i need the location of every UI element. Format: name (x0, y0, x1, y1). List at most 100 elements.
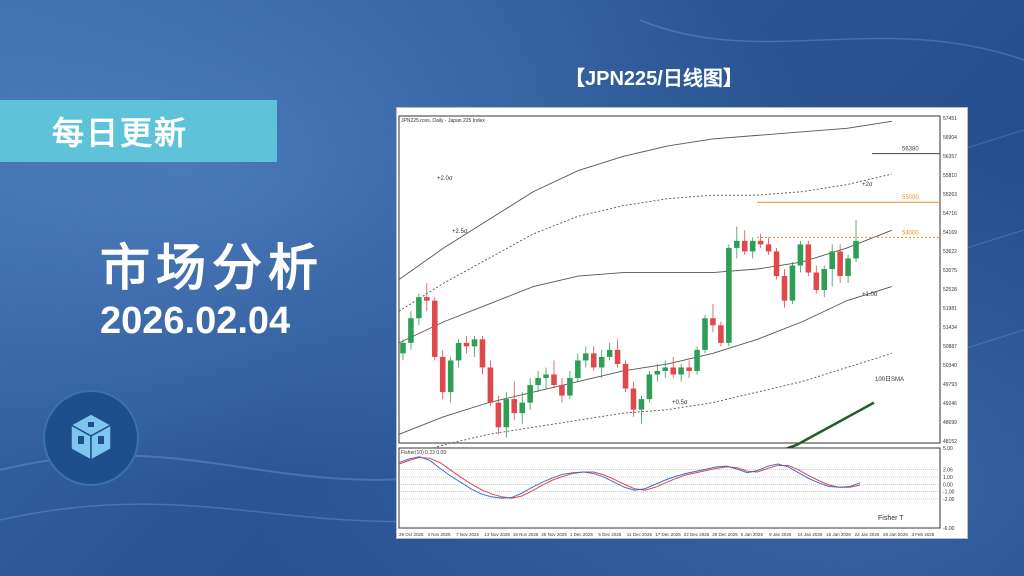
candle-body (598, 356, 605, 368)
candle-body (447, 360, 454, 393)
price-tick-label: 51981 (943, 306, 957, 312)
candle-body (702, 318, 708, 350)
candle-body (559, 385, 565, 396)
date-tick-label: 3 Nov 2025 (427, 532, 451, 537)
candle-body (773, 251, 780, 277)
candle-body (575, 360, 581, 379)
candle-body (527, 385, 533, 403)
price-tick-label: 48152 (943, 439, 957, 445)
price-tick-label: 51434 (943, 325, 957, 331)
date-tick-label: 11 Dec 2025 (627, 532, 653, 537)
candlestick-chart: JPN225.ross, Daily - Japan 225 Index 5745… (398, 115, 957, 537)
candle-body (734, 240, 740, 248)
candle-body (590, 353, 597, 368)
price-tick-label: 54716 (943, 211, 957, 217)
oscillator-tick-label: 0.00 (943, 482, 953, 488)
candle-body (646, 374, 653, 400)
date-tick-label: 22 Dec 2025 (684, 532, 710, 537)
oscillator-tick-label: -6.00 (943, 526, 955, 532)
candle-body (821, 269, 828, 291)
candle-body (471, 339, 478, 347)
candle-body (678, 367, 684, 375)
candle-body (829, 251, 835, 270)
level-label-54000: 54000 (902, 230, 919, 236)
candle-body (789, 265, 796, 301)
candle-body (718, 325, 724, 343)
candle-body (543, 374, 549, 379)
candle-body (686, 367, 692, 371)
price-tick-label: 56357 (943, 154, 957, 160)
date-tick-label: 17 Dec 2025 (655, 532, 681, 537)
candle-body (694, 349, 700, 371)
candle-body (853, 240, 859, 259)
band-annotation: +2.5σ (452, 229, 468, 235)
oscillator-title: Fisher(10) 0.23 0.09 (401, 450, 446, 456)
date-tick-label: 22 Jan 2026 (855, 532, 880, 537)
candle-body (757, 240, 764, 245)
date-tick-label: 14 Jan 2026 (798, 532, 823, 537)
price-tick-label: 52528 (943, 287, 957, 293)
candle-body (638, 399, 645, 410)
band-upper-mid (398, 173, 892, 312)
price-tick-label: 54169 (943, 230, 957, 236)
candle-body (805, 244, 812, 273)
band-annotation: +2σ (862, 182, 873, 188)
band-lower-mid (398, 352, 892, 460)
candle-body (726, 247, 732, 343)
price-tick-label: 50887 (943, 344, 957, 350)
candle-body (535, 378, 541, 386)
price-tick-label: 49793 (943, 382, 957, 388)
band-annotation: +0.5σ (672, 400, 688, 406)
publish-date: 2026.02.04 (100, 300, 291, 342)
candle-body (408, 318, 414, 343)
date-tick-label: 19 Nov 2025 (513, 532, 539, 537)
oscillator-area (398, 447, 941, 529)
candle-body (741, 240, 748, 252)
page-title: 市场分析 (100, 240, 324, 296)
level-label-56380: 56380 (902, 147, 919, 153)
level-label-55000: 55000 (902, 195, 919, 201)
date-tick-label: 7 Nov 2025 (456, 532, 480, 537)
candle-body (463, 342, 470, 347)
date-tick-label: 29 Oct 2025 (399, 532, 424, 537)
candle-body (622, 363, 629, 389)
date-tick-label: 1 Dec 2025 (570, 532, 594, 537)
oscillator-tick-label: -1.00 (943, 490, 955, 496)
candle-body (662, 367, 669, 371)
candle-body (630, 388, 637, 410)
price-tick-label: 48699 (943, 420, 957, 426)
candle-body (487, 367, 494, 403)
date-tick-label: 13 Nov 2025 (484, 532, 510, 537)
candle-body (495, 402, 502, 428)
daily-update-banner: 每日更新 (0, 100, 277, 162)
candle-body (551, 374, 557, 386)
candle-body (781, 276, 788, 301)
candle-body (455, 342, 462, 361)
candle-body (416, 297, 422, 319)
band-annotation: 100日SMA (875, 376, 904, 383)
date-tick-label: 3 Feb 2026 (912, 532, 935, 537)
date-tick-label: 5 Dec 2025 (598, 532, 622, 537)
oscillator-tick-label: 2.06 (943, 467, 953, 473)
date-tick-label: 16 Jan 2026 (826, 532, 851, 537)
candle-body (567, 378, 573, 396)
candle-body (670, 367, 676, 375)
candle-body (583, 353, 589, 361)
candle-body (654, 370, 661, 375)
chart-header: JPN225.ross, Daily - Japan 225 Index (401, 118, 485, 124)
oscillator-label: Fisher T (878, 515, 904, 522)
date-tick-label: 29 Dec 2025 (712, 532, 738, 537)
candle-body (765, 244, 772, 252)
chart-panel: JPN225.ross, Daily - Japan 225 Index 5745… (396, 107, 968, 539)
brand-logo (43, 390, 139, 486)
price-tick-label: 53075 (943, 268, 957, 274)
oscillator-tick-label: 5.00 (943, 446, 953, 452)
candle-body (710, 318, 716, 326)
candle-body (749, 240, 756, 252)
candle-body (439, 356, 446, 393)
price-tick-label: 55263 (943, 192, 957, 198)
candle-body (479, 339, 486, 368)
candle-body (511, 399, 518, 414)
price-tick-label: 55810 (943, 173, 957, 179)
band-lower (398, 286, 892, 435)
